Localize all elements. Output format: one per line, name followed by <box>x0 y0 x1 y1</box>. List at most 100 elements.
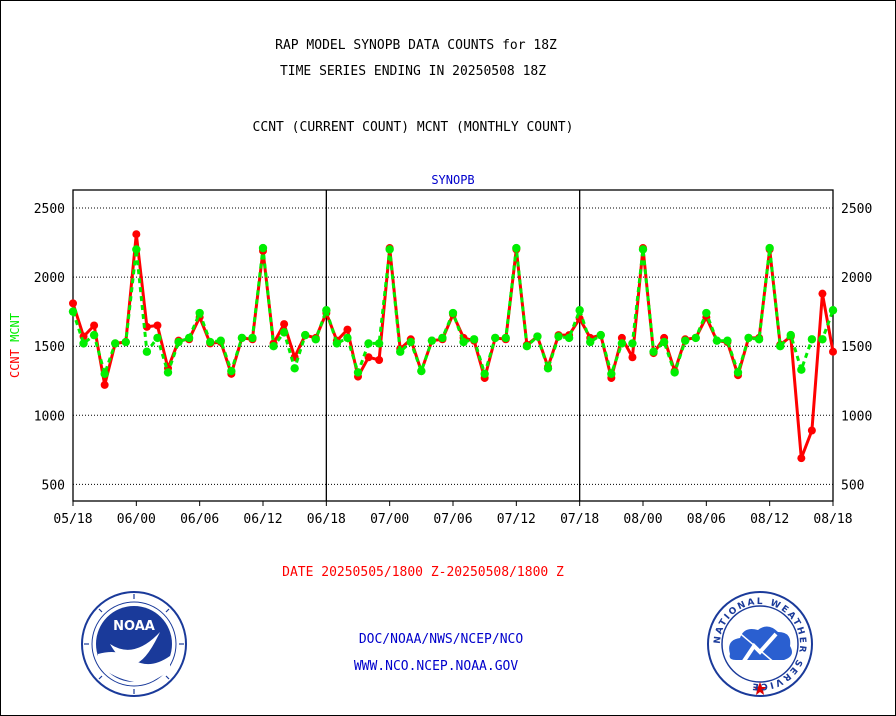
data-point-mcnt <box>353 368 363 377</box>
y-tick-label-left: 1500 <box>34 340 65 355</box>
data-point-mcnt <box>480 369 489 379</box>
data-point-mcnt <box>691 333 700 343</box>
data-point-mcnt <box>132 245 141 254</box>
data-point-mcnt <box>776 341 785 351</box>
data-point-mcnt <box>638 245 648 254</box>
y-tick-label-left: 2000 <box>34 271 65 286</box>
data-point-mcnt <box>89 330 99 340</box>
data-point-mcnt <box>153 333 162 343</box>
data-point-mcnt <box>364 339 373 348</box>
data-point-mcnt <box>807 335 817 344</box>
data-point-mcnt <box>248 333 257 343</box>
data-point-mcnt <box>174 337 183 347</box>
data-point-mcnt <box>216 336 225 345</box>
data-point-mcnt <box>828 306 838 315</box>
data-point-ccnt <box>280 320 289 329</box>
data-point-mcnt <box>754 335 764 344</box>
data-point-mcnt <box>438 333 447 343</box>
y-tick-label-right: 2000 <box>841 271 872 286</box>
data-point-mcnt <box>501 333 510 343</box>
data-point-mcnt <box>301 330 310 340</box>
data-point-mcnt <box>406 337 415 347</box>
x-tick-label: 07/12 <box>497 512 536 527</box>
data-point-mcnt <box>396 347 405 356</box>
y-tick-label-right: 1000 <box>841 409 872 424</box>
data-point-mcnt <box>607 369 616 379</box>
data-point-mcnt <box>163 368 173 377</box>
date-range-label: DATE 20250505/1800 Z-20250508/1800 Z <box>282 565 564 580</box>
data-point-mcnt <box>237 333 247 343</box>
data-point-ccnt <box>69 299 77 308</box>
data-point-mcnt <box>290 364 299 373</box>
data-point-mcnt <box>596 330 605 340</box>
y-tick-label-left: 500 <box>42 478 65 493</box>
data-point-mcnt <box>195 308 204 318</box>
x-tick-label: 05/18 <box>53 512 92 527</box>
data-point-mcnt <box>417 366 426 376</box>
data-point-mcnt <box>469 335 479 344</box>
data-point-ccnt <box>818 289 827 298</box>
x-tick-label: 06/06 <box>180 512 219 527</box>
data-point-mcnt <box>575 306 584 315</box>
data-point-mcnt <box>522 341 532 351</box>
data-point-ccnt <box>364 353 373 362</box>
data-point-mcnt <box>554 332 563 341</box>
nws-logo: NATIONAL WEATHER SERVICE <box>707 591 813 697</box>
data-point-mcnt <box>491 333 500 343</box>
x-tick-label: 06/00 <box>117 512 156 527</box>
data-point-mcnt <box>68 307 78 316</box>
chart-title-line1: RAP MODEL SYNOPB DATA COUNTS for 18Z <box>275 38 557 53</box>
website-link[interactable]: WWW.NCO.NCEP.NOAA.GOV <box>353 659 519 674</box>
chart-title-line2: TIME SERIES ENDING IN 20250508 18Z <box>279 64 547 79</box>
x-tick-label: 08/12 <box>750 512 789 527</box>
panel-title: SYNOPB <box>431 173 474 187</box>
data-point-mcnt <box>142 347 152 356</box>
data-point-ccnt <box>153 321 162 330</box>
y-axis-label-mcnt: MCNT <box>8 313 22 342</box>
data-point-mcnt <box>533 332 542 341</box>
data-point-ccnt <box>829 347 837 356</box>
data-point-mcnt <box>343 333 352 343</box>
data-point-mcnt <box>427 336 437 345</box>
data-point-mcnt <box>374 339 384 348</box>
y-tick-label-left: 2500 <box>34 202 65 217</box>
data-point-mcnt <box>121 337 130 347</box>
y-tick-label-right: 1500 <box>841 340 872 355</box>
y-tick-label-right: 500 <box>841 478 864 493</box>
data-point-mcnt <box>765 243 774 253</box>
data-point-mcnt <box>385 245 394 254</box>
data-point-mcnt <box>733 368 743 377</box>
y-axis-label: CCNT MCNT <box>8 313 22 378</box>
data-point-mcnt <box>586 337 595 347</box>
data-point-ccnt <box>100 380 109 389</box>
x-tick-label: 08/18 <box>813 512 852 527</box>
data-point-mcnt <box>628 339 637 348</box>
data-point-mcnt <box>322 306 331 315</box>
y-tick-label-left: 1000 <box>34 409 65 424</box>
data-point-mcnt <box>786 330 795 340</box>
data-point-mcnt <box>448 308 458 318</box>
data-point-mcnt <box>564 333 574 343</box>
data-point-mcnt <box>797 365 806 374</box>
data-point-mcnt <box>744 333 753 343</box>
x-tick-label: 06/12 <box>243 512 282 527</box>
data-point-mcnt <box>111 339 120 348</box>
data-point-ccnt <box>797 454 806 463</box>
data-point-ccnt <box>375 356 384 365</box>
data-point-ccnt <box>132 230 141 239</box>
x-tick-label: 07/06 <box>433 512 472 527</box>
data-point-ccnt <box>343 325 352 334</box>
data-point-mcnt <box>723 336 732 345</box>
data-point-mcnt <box>818 335 827 344</box>
data-point-mcnt <box>459 337 468 347</box>
data-point-mcnt <box>100 369 109 379</box>
data-point-ccnt <box>807 426 816 435</box>
data-point-mcnt <box>184 333 194 343</box>
data-point-mcnt <box>702 308 711 318</box>
noaa-logo-text: NOAA <box>113 619 155 634</box>
x-tick-label: 06/18 <box>307 512 346 527</box>
org-label: DOC/NOAA/NWS/NCEP/NCO <box>358 632 524 647</box>
data-point-mcnt <box>79 339 88 348</box>
data-point-ccnt <box>628 353 637 362</box>
